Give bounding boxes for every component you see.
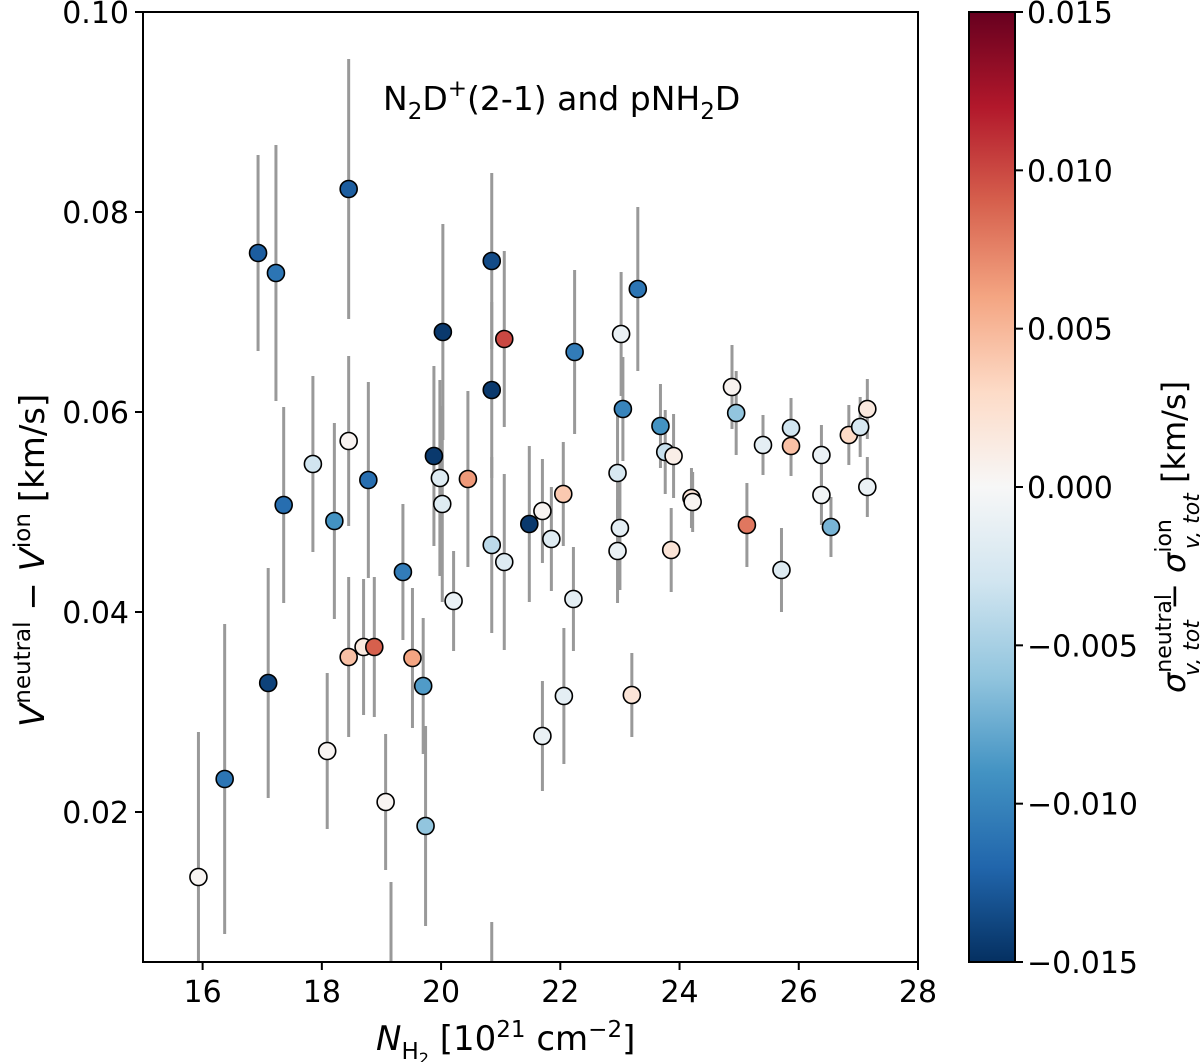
- x-tick-label: 28: [899, 975, 937, 1010]
- data-point: [737, 515, 757, 535]
- data-point: [753, 435, 773, 455]
- colorbar-tick-label: 0.015: [1027, 0, 1113, 31]
- data-point: [821, 517, 841, 537]
- data-point: [622, 685, 642, 705]
- data-point: [858, 399, 877, 419]
- data-point: [608, 541, 627, 561]
- data-point: [303, 454, 323, 474]
- data-point: [258, 673, 278, 693]
- data-point: [458, 469, 478, 489]
- data-point: [359, 470, 378, 490]
- data-point: [542, 529, 561, 549]
- x-tick-label: 20: [422, 975, 460, 1010]
- data-point: [339, 179, 358, 199]
- data-point: [611, 324, 631, 344]
- data-point: [248, 243, 268, 263]
- colorbar-ticks: −0.015 −0.010 −0.005 0.000 0.005 0.010 0.015: [1015, 0, 1138, 981]
- colorbar-tick-label: −0.005: [1027, 629, 1138, 664]
- data-point: [317, 741, 337, 761]
- x-tick-label: 16: [184, 975, 222, 1010]
- data-point: [403, 648, 422, 668]
- colorbar: [968, 11, 1016, 963]
- data-point: [416, 816, 435, 836]
- data-point: [812, 445, 831, 465]
- data-point: [610, 518, 630, 538]
- data-point: [482, 251, 502, 271]
- data-point: [393, 562, 413, 582]
- data-point: [664, 446, 683, 466]
- data-point: [608, 463, 627, 483]
- data-point: [383, 964, 400, 981]
- data-point: [430, 468, 450, 488]
- y-tick-label: 0.10: [62, 0, 129, 31]
- data-point: [858, 477, 877, 497]
- data-point: [274, 495, 293, 515]
- data-point: [533, 501, 552, 521]
- data-point: [683, 492, 702, 512]
- data-point: [215, 769, 234, 789]
- data-point: [520, 514, 539, 534]
- y-axis-ticks: 0.02 0.04 0.06 0.08 0.10: [62, 0, 143, 831]
- data-point: [772, 560, 791, 580]
- data-point: [812, 485, 831, 505]
- data-point: [424, 446, 444, 466]
- plot-annotation: N2D+(2-1) and pNH2D: [383, 76, 740, 125]
- data-point: [494, 329, 514, 349]
- data-point: [189, 867, 208, 887]
- x-axis-label: NH2 [1021 cm−2]: [376, 1017, 635, 1062]
- data-point: [266, 263, 286, 283]
- data-point: [432, 494, 452, 514]
- data-point: [781, 418, 801, 438]
- x-tick-label: 24: [660, 975, 698, 1010]
- data-point: [553, 484, 573, 504]
- colorbar-tick-label: 0.010: [1027, 154, 1113, 189]
- y-tick-label: 0.08: [62, 196, 129, 231]
- data-point: [483, 974, 500, 991]
- data-point: [444, 591, 463, 611]
- x-tick-label: 18: [303, 975, 341, 1010]
- x-axis-ticks: 16 18 20 22 24 26 28: [184, 962, 937, 1010]
- x-tick-label: 22: [541, 975, 579, 1010]
- data-point: [722, 377, 742, 397]
- errorbar-group: [196, 59, 869, 962]
- data-point: [726, 403, 746, 423]
- y-axis-label: Vneutral − Vion [km/s]: [10, 394, 53, 727]
- data-point: [339, 431, 358, 451]
- data-point: [325, 511, 344, 531]
- x-tick-label: 26: [780, 975, 818, 1010]
- colorbar-tick-label: 0.000: [1027, 471, 1113, 506]
- plot-frame: [142, 11, 919, 963]
- data-point: [482, 535, 502, 555]
- data-point: [564, 589, 583, 609]
- data-point: [494, 552, 514, 572]
- data-point: [781, 436, 801, 456]
- data-point: [433, 322, 453, 342]
- y-tick-label: 0.06: [62, 396, 129, 431]
- data-point: [613, 399, 633, 419]
- colorbar-tick-label: 0.005: [1027, 313, 1113, 348]
- data-point: [565, 342, 584, 362]
- data-point: [651, 416, 670, 436]
- y-tick-label: 0.04: [62, 596, 129, 631]
- data-point: [339, 647, 358, 667]
- data-point: [661, 540, 681, 560]
- data-point: [533, 726, 552, 746]
- colorbar-tick-label: −0.010: [1027, 788, 1138, 823]
- data-point: [365, 637, 384, 657]
- data-point: [376, 792, 395, 812]
- colorbar-label: σneutral v, tot − σion v, tot [km/s]: [1152, 381, 1200, 693]
- data-point: [628, 279, 648, 299]
- data-point: [413, 676, 433, 696]
- data-point: [850, 417, 870, 437]
- colorbar-tick-label: −0.015: [1027, 946, 1138, 981]
- data-point-group: [189, 179, 877, 991]
- y-tick-label: 0.02: [62, 796, 129, 831]
- data-point: [482, 380, 502, 400]
- data-point: [554, 686, 574, 706]
